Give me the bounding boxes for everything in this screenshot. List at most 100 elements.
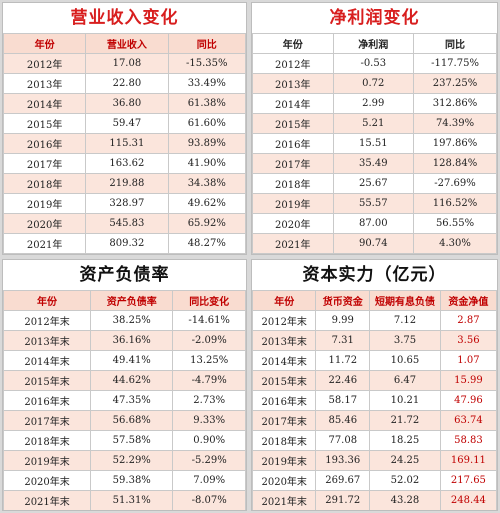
table-cell: 145-155: [332, 253, 415, 254]
capital-title: 资本实力（亿元）: [302, 265, 447, 285]
table-cell: 41.90%: [167, 153, 246, 174]
table-row: 2013年 22.80 33.49%: [3, 73, 246, 94]
table-cell: 59.38%: [90, 470, 174, 491]
table-cell: 2014年: [252, 93, 334, 114]
table-cell: 2013年: [252, 73, 334, 94]
table-cell: 2017年末: [3, 410, 92, 431]
table-cell: 2015年: [252, 113, 334, 134]
table-cell: 2021年: [3, 233, 87, 254]
table-cell: 116.52%: [413, 193, 497, 214]
table-cell: 2019年: [3, 193, 87, 214]
table-cell: 505.55: [440, 511, 496, 512]
table-cell: 24.25: [369, 450, 441, 471]
table-cell: 43.28: [369, 490, 441, 510]
table-cell: -2.09%: [172, 330, 246, 351]
table-cell: -8.07%: [172, 490, 246, 510]
table-cell: 1.07: [439, 350, 497, 371]
table-row: 2019年 328.97 49.62%: [3, 193, 246, 214]
table-header-row: 年份 营业收入 同比: [3, 33, 246, 54]
table-cell: 87.00: [332, 213, 415, 234]
table-cell: 17.08: [85, 53, 169, 74]
header-debt-ratio: 资产负债率: [90, 290, 174, 311]
table-cell: 2013年末: [252, 330, 317, 351]
table-row: 2022年9月末520.0614.51505.55: [253, 511, 497, 512]
table-cell: 169.11: [439, 450, 497, 471]
table-row: 2017年 35.49 128.84%: [252, 153, 497, 174]
table-cell: 21.72: [369, 410, 441, 431]
profit-title: 净利润变化: [329, 8, 420, 28]
table-row: 2012年 17.08 -15.35%: [3, 53, 246, 74]
header-yoy: 同比: [413, 33, 497, 54]
table-cell: 2016年: [252, 133, 334, 154]
table-cell: 2018年: [252, 173, 334, 194]
table-cell: 44.62%: [90, 370, 174, 391]
table-cell: 2012年末: [252, 310, 317, 331]
table-cell: 51.31%: [90, 490, 174, 510]
table-cell: 7.12: [369, 310, 441, 331]
table-cell: 7.09%: [172, 470, 246, 491]
table-cell: 520.06: [316, 511, 370, 512]
table-cell: 93.89%: [167, 133, 246, 154]
revenue-title: 营业收入变化: [70, 8, 179, 28]
table-cell: 61.60%: [167, 113, 246, 134]
table-row: 2015年 5.21 74.39%: [252, 113, 497, 134]
table-cell: -0.53: [332, 53, 415, 74]
table-cell: -15.35%: [167, 53, 246, 74]
table-cell: 2014年末: [252, 350, 317, 371]
table-cell: 6.47: [369, 370, 441, 391]
table-row: 2016年 15.51 197.86%: [252, 133, 497, 154]
table-cell: 合计: [3, 253, 87, 254]
header-cash: 货币资金: [315, 290, 371, 311]
table-cell: 36.80: [85, 93, 169, 114]
table-cell: 10.21: [369, 390, 441, 411]
table-cell: 15.51: [332, 133, 415, 154]
table-cell: 59.47: [85, 113, 169, 134]
table-cell: 35.49: [332, 153, 415, 174]
table-cell: 10.65: [369, 350, 441, 371]
table-cell: 48.27%: [167, 233, 246, 254]
table-cell: 2021年末: [252, 490, 317, 510]
table-cell: 0.72: [332, 73, 415, 94]
table-row: 2022年预告145-15560-71%: [252, 253, 497, 254]
table-cell: 14.51: [370, 511, 441, 512]
table-header-row: 年份 资产负债率 同比变化: [3, 290, 246, 311]
table-cell: 2019年末: [252, 450, 317, 471]
table-cell: 2018年末: [252, 430, 317, 451]
table-cell: -117.75%: [413, 53, 497, 74]
table-cell: 2017年: [3, 153, 87, 174]
table-cell: 2016年: [3, 133, 87, 154]
table-cell: -27.69%: [413, 173, 497, 194]
table-cell: 58.17: [315, 390, 371, 411]
table-cell: 2019年末: [3, 450, 92, 471]
table-cell: 47.35%: [90, 390, 174, 411]
table-cell: 2020年: [252, 213, 334, 234]
table-cell: 193.36: [315, 450, 371, 471]
table-cell: 2022年9月末: [4, 511, 91, 512]
capital-panel: 资本实力（亿元） 年份 货币资金 短期有息负债 资金净值 2012年末 9.99 7…: [251, 259, 498, 511]
table-row: 2021年末 51.31% -8.07%: [3, 490, 246, 510]
table-cell: 38.25%: [90, 310, 174, 331]
table-header-row: 年份 货币资金 短期有息负债 资金净值: [252, 290, 497, 311]
table-cell: 77.08: [315, 430, 371, 451]
table-row: 2018年 25.67 -27.69%: [252, 173, 497, 194]
table-cell: 7.31: [315, 330, 371, 351]
table-cell: 2,319.08: [85, 253, 169, 254]
table-cell: 2.99: [332, 93, 415, 114]
table-row: 2014年末 49.41% 13.25%: [3, 350, 246, 371]
debt-title: 资产负债率: [79, 265, 170, 285]
table-cell: 2.87: [439, 310, 497, 331]
table-row: 2017年末 56.68% 9.33%: [3, 410, 246, 431]
table-cell: 2015年末: [3, 370, 92, 391]
table-row: 2021年末 291.72 43.28 248.44: [252, 490, 497, 510]
table-cell: 115.31: [85, 133, 169, 154]
table-cell: 52.29%: [90, 450, 174, 471]
table-cell: 2018年末: [3, 430, 92, 451]
table-cell: 58.83: [439, 430, 497, 451]
table-row: 2012年 -0.53 -117.75%: [252, 53, 497, 74]
table-cell: 248.44: [439, 490, 497, 510]
table-cell: 56.55%: [413, 213, 497, 234]
table-cell: 2012年末: [3, 310, 92, 331]
table-cell: 36.16%: [90, 330, 174, 351]
header-year: 年份: [3, 290, 92, 311]
